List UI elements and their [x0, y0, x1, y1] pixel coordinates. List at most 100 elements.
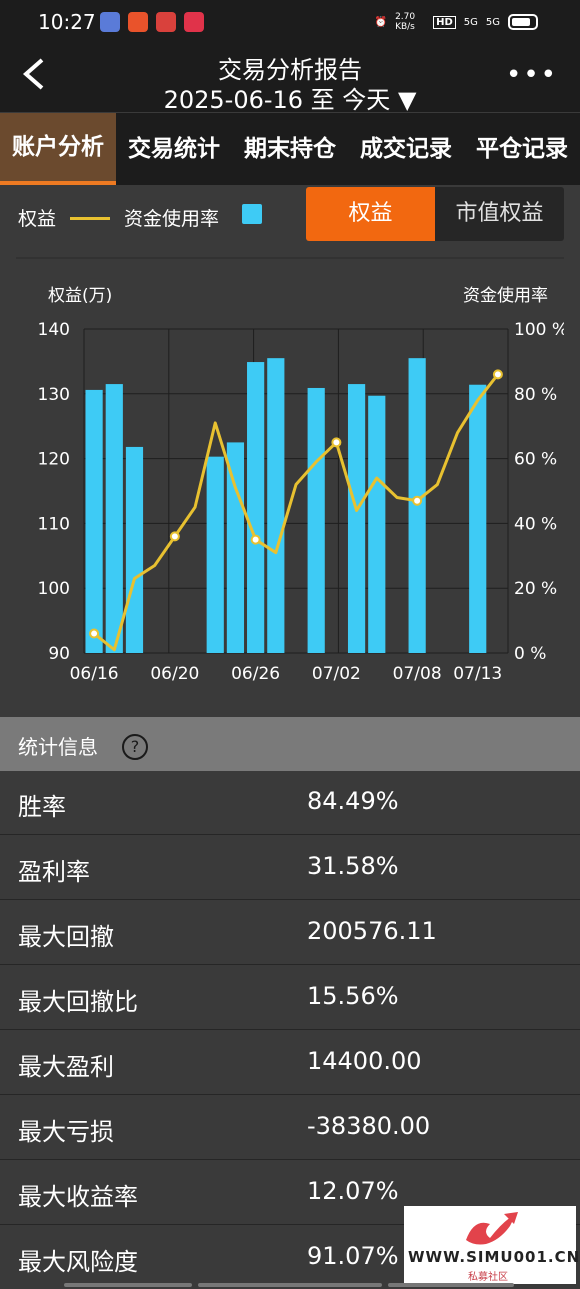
legend-equity-label: 权益 — [18, 208, 57, 230]
stats-header: 统计信息 ? — [0, 717, 580, 771]
equity-bar — [267, 358, 285, 653]
usage-point — [412, 495, 423, 506]
network-speed: 2.70 KB/s — [395, 12, 416, 32]
equity-bar — [125, 446, 144, 653]
x-tick-label: 06/16 — [70, 664, 119, 684]
equity-bar — [105, 384, 123, 653]
stat-label: 最大收益率 — [18, 1183, 138, 1211]
left-axis-label: 权益(万) — [48, 286, 112, 306]
stat-row: 最大亏损 -38380.00 — [0, 1096, 580, 1160]
y-left-tick-label: 110 — [38, 514, 70, 534]
tab-bar: 账户分析 交易统计 期末持仓 成交记录 平仓记录 — [0, 113, 580, 185]
status-bar: 10:27 ⏰ 2.70 KB/s HD 5G 5G — [0, 0, 580, 44]
equity-chart: 权益(万) 资金使用率 140 100 % 130 80 % 120 60 % 110 40 … — [16, 257, 564, 697]
chart-legend: 权益 资金使用率 — [0, 186, 580, 242]
watermark-name: 私募社区 — [468, 1272, 508, 1283]
equity-bar — [85, 389, 103, 653]
stat-label: 盈利率 — [18, 858, 90, 886]
usage-point — [250, 534, 261, 545]
page-title: 交易分析报告 — [218, 56, 362, 84]
equity-bar — [307, 387, 325, 653]
stat-label: 最大回撤 — [18, 923, 114, 951]
date-range-selector[interactable]: 2025-06-16 至 今天 ▼ — [163, 86, 417, 114]
stats-title: 统计信息 — [18, 735, 98, 759]
stat-label: 胜率 — [18, 793, 66, 821]
more-icon[interactable]: ••• — [505, 60, 558, 90]
stat-row: 盈利率 31.58% — [0, 836, 580, 900]
stat-value: 14400.00 — [307, 1047, 422, 1075]
tab-close-records[interactable]: 平仓记录 — [476, 136, 568, 162]
app-icon — [128, 12, 148, 32]
stat-value: 15.56% — [307, 982, 399, 1010]
status-time: 10:27 — [38, 10, 96, 34]
x-tick-label: 06/20 — [150, 664, 199, 684]
y-right-tick-label: 60 % — [514, 450, 557, 470]
y-right-tick-label: 40 % — [514, 514, 557, 534]
stat-value: 91.07% — [307, 1242, 399, 1270]
x-tick-label: 07/08 — [393, 664, 442, 684]
watermark-logo-icon — [466, 1212, 518, 1245]
legend-bar-swatch — [242, 204, 262, 224]
equity-bar — [226, 442, 245, 653]
tab-trade-stats[interactable]: 交易统计 — [128, 136, 220, 162]
equity-toggle: 权益 市值权益 — [306, 187, 564, 241]
y-left-tick-label: 120 — [38, 450, 70, 470]
tab-end-positions[interactable]: 期末持仓 — [244, 136, 336, 162]
x-tick-label: 07/02 — [312, 664, 361, 684]
equity-bar — [247, 362, 265, 653]
app-icon — [156, 12, 176, 32]
y-left-tick-label: 130 — [38, 385, 70, 405]
toggle-equity[interactable]: 权益 — [306, 187, 435, 241]
stat-value: 12.07% — [307, 1177, 399, 1205]
y-left-tick-label: 140 — [38, 320, 70, 340]
stat-value: 31.58% — [307, 852, 399, 880]
hd-icon: HD — [433, 15, 456, 29]
usage-point — [331, 437, 342, 448]
y-left-tick-label: 100 — [38, 579, 70, 599]
watermark: WWW.SIMU001.CN 私募社区 — [404, 1206, 579, 1284]
notification-icons — [100, 12, 204, 32]
y-right-tick-label: 0 % — [514, 644, 546, 664]
status-right: ⏰ 2.70 KB/s HD 5G 5G — [375, 12, 538, 32]
legend-line-swatch — [70, 217, 110, 220]
app-icon — [184, 12, 204, 32]
alarm-icon: ⏰ — [374, 16, 388, 28]
usage-point — [89, 628, 100, 639]
y-right-tick-label: 80 % — [514, 385, 557, 405]
stat-value: 84.49% — [307, 787, 399, 815]
home-indicator — [198, 1283, 382, 1287]
toggle-market-equity[interactable]: 市值权益 — [435, 187, 564, 241]
battery-icon — [508, 14, 538, 30]
home-indicator — [64, 1283, 192, 1287]
legend-usage-label: 资金使用率 — [124, 208, 220, 230]
stat-label: 最大盈利 — [18, 1053, 114, 1081]
x-tick-label: 07/13 — [453, 664, 502, 684]
stat-label: 最大回撤比 — [18, 988, 138, 1016]
y-right-tick-label: 100 % — [514, 320, 564, 340]
stat-row: 胜率 84.49% — [0, 771, 580, 835]
watermark-site: WWW.SIMU001.CN — [408, 1248, 580, 1266]
right-axis-label: 资金使用率 — [463, 285, 548, 306]
equity-bar — [347, 384, 366, 653]
x-tick-label: 06/26 — [231, 664, 280, 684]
equity-bar — [469, 384, 487, 653]
help-icon[interactable]: ? — [122, 734, 148, 760]
signal-icon: 5G — [485, 16, 500, 28]
chevron-left-icon[interactable] — [18, 54, 48, 101]
tab-trade-records[interactable]: 成交记录 — [360, 136, 452, 162]
y-right-tick-label: 20 % — [514, 579, 557, 599]
y-left-tick-label: 90 — [48, 644, 70, 664]
home-indicator — [388, 1283, 514, 1287]
app-icon — [100, 12, 120, 32]
stat-row: 最大回撤 200576.11 — [0, 901, 580, 965]
equity-bar — [368, 395, 386, 653]
stat-value: -38380.00 — [307, 1112, 431, 1140]
stat-row: 最大回撤比 15.56% — [0, 966, 580, 1030]
signal-icon: 5G — [463, 16, 478, 28]
usage-point — [492, 369, 503, 380]
chart-svg: 权益(万) 资金使用率 140 100 % 130 80 % 120 60 % 110 40 … — [16, 257, 564, 697]
header: 交易分析报告 2025-06-16 至 今天 ▼ ••• — [0, 44, 580, 114]
usage-line — [93, 373, 500, 652]
tab-account-analysis[interactable]: 账户分析 — [0, 113, 116, 185]
stat-value: 200576.11 — [307, 917, 437, 945]
